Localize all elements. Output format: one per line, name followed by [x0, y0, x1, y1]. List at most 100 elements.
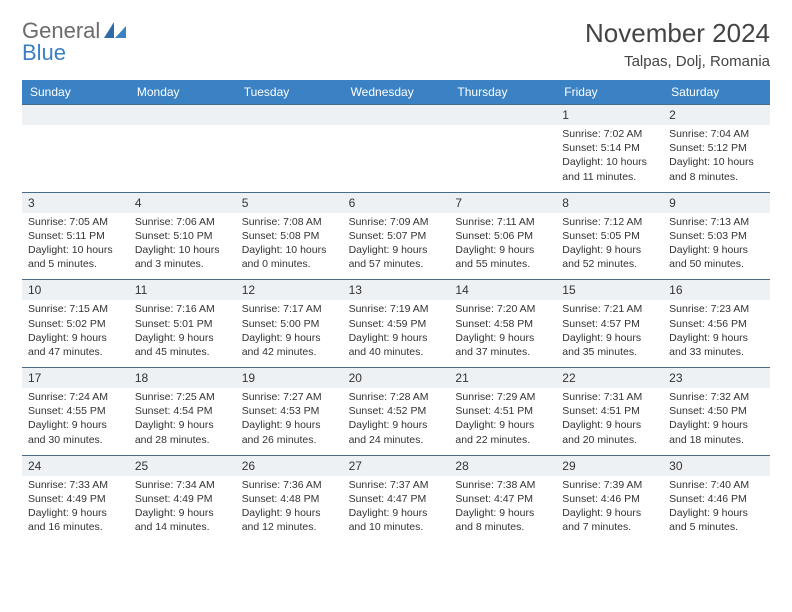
day-header: Wednesday [343, 80, 450, 104]
sunset-text: Sunset: 5:12 PM [669, 141, 764, 155]
logo-sail-icon [104, 22, 126, 38]
day-cell: Sunrise: 7:05 AMSunset: 5:11 PMDaylight:… [22, 213, 129, 280]
day-number: 20 [343, 368, 450, 388]
day-number: 18 [129, 368, 236, 388]
day-number [236, 105, 343, 125]
day-cell: Sunrise: 7:21 AMSunset: 4:57 PMDaylight:… [556, 300, 663, 367]
day-header-row: SundayMondayTuesdayWednesdayThursdayFrid… [22, 80, 770, 104]
sunrise-text: Sunrise: 7:11 AM [455, 215, 550, 229]
daylight-text: Daylight: 10 hours and 5 minutes. [28, 243, 123, 271]
sunset-text: Sunset: 5:08 PM [242, 229, 337, 243]
sunrise-text: Sunrise: 7:24 AM [28, 390, 123, 404]
day-number [343, 105, 450, 125]
day-cell: Sunrise: 7:34 AMSunset: 4:49 PMDaylight:… [129, 476, 236, 543]
sunrise-text: Sunrise: 7:02 AM [562, 127, 657, 141]
day-cell [236, 125, 343, 192]
day-number: 24 [22, 456, 129, 476]
daynum-row: 12 [22, 104, 770, 125]
sunset-text: Sunset: 5:03 PM [669, 229, 764, 243]
sunset-text: Sunset: 5:06 PM [455, 229, 550, 243]
daylight-text: Daylight: 9 hours and 35 minutes. [562, 331, 657, 359]
sunset-text: Sunset: 4:57 PM [562, 317, 657, 331]
sunrise-text: Sunrise: 7:28 AM [349, 390, 444, 404]
day-number: 7 [449, 193, 556, 213]
details-row: Sunrise: 7:24 AMSunset: 4:55 PM Daylight:… [22, 388, 770, 455]
day-cell: Sunrise: 7:39 AMSunset: 4:46 PMDaylight:… [556, 476, 663, 543]
day-cell: Sunrise: 7:31 AMSunset: 4:51 PMDaylight:… [556, 388, 663, 455]
day-cell: Sunrise: 7:04 AMSunset: 5:12 PMDaylight:… [663, 125, 770, 192]
day-header: Sunday [22, 80, 129, 104]
daynum-row: 3456789 [22, 192, 770, 213]
calendar: SundayMondayTuesdayWednesdayThursdayFrid… [22, 80, 770, 542]
sunset-text: Sunset: 5:05 PM [562, 229, 657, 243]
sunrise-text: Sunrise: 7:06 AM [135, 215, 230, 229]
title-block: November 2024 Talpas, Dolj, Romania [585, 18, 770, 70]
day-number: 27 [343, 456, 450, 476]
day-number: 23 [663, 368, 770, 388]
day-cell: Sunrise: 7:15 AMSunset: 5:02 PMDaylight:… [22, 300, 129, 367]
daynum-row: 10111213141516 [22, 279, 770, 300]
day-number: 2 [663, 105, 770, 125]
day-cell: Sunrise: 7:37 AMSunset: 4:47 PMDaylight:… [343, 476, 450, 543]
sunset-text: Sunset: 4:49 PM [135, 492, 230, 506]
sunset-text: Sunset: 4:55 PM [28, 404, 123, 418]
sunset-text: Sunset: 4:52 PM [349, 404, 444, 418]
sunrise-text: Sunrise: 7:32 AM [669, 390, 764, 404]
details-row: Sunrise: 7:05 AMSunset: 5:11 PMDaylight:… [22, 213, 770, 280]
day-cell: Sunrise: 7:20 AMSunset: 4:58 PMDaylight:… [449, 300, 556, 367]
sunset-text: Sunset: 5:07 PM [349, 229, 444, 243]
daylight-text: Daylight: 9 hours and 8 minutes. [455, 506, 550, 534]
daylight-text: Daylight: 9 hours and 33 minutes. [669, 331, 764, 359]
day-number: 1 [556, 105, 663, 125]
day-cell [343, 125, 450, 192]
day-cell: Sunrise: 7:36 AMSunset: 4:48 PMDaylight:… [236, 476, 343, 543]
day-header: Friday [556, 80, 663, 104]
sunset-text: Sunset: 5:14 PM [562, 141, 657, 155]
daylight-text: Daylight: 10 hours and 11 minutes. [562, 155, 657, 183]
sunset-text: Sunset: 4:54 PM [135, 404, 230, 418]
day-number [129, 105, 236, 125]
daynum-row: 17181920212223 [22, 367, 770, 388]
sunset-text: Sunset: 4:46 PM [562, 492, 657, 506]
day-number: 4 [129, 193, 236, 213]
day-cell: Sunrise: 7:02 AMSunset: 5:14 PMDaylight:… [556, 125, 663, 192]
day-number [22, 105, 129, 125]
daylight-text: Daylight: 9 hours and 57 minutes. [349, 243, 444, 271]
sunrise-text: Sunrise: 7:21 AM [562, 302, 657, 316]
day-cell: Sunrise: 7:12 AMSunset: 5:05 PMDaylight:… [556, 213, 663, 280]
sunrise-text: Sunrise: 7:33 AM [28, 478, 123, 492]
daylight-text: Daylight: 9 hours and 42 minutes. [242, 331, 337, 359]
day-cell: Sunrise: 7:16 AMSunset: 5:01 PMDaylight:… [129, 300, 236, 367]
sunset-text: Sunset: 4:48 PM [242, 492, 337, 506]
day-number: 22 [556, 368, 663, 388]
daylight-text: Daylight: 9 hours and 14 minutes. [135, 506, 230, 534]
day-cell: Sunrise: 7:24 AMSunset: 4:55 PMDaylight:… [22, 388, 129, 455]
day-number: 29 [556, 456, 663, 476]
details-row: Sunrise: 7:33 AMSunset: 4:49 PMDaylight:… [22, 476, 770, 543]
day-number: 26 [236, 456, 343, 476]
day-cell: Sunrise: 7:08 AMSunset: 5:08 PMDaylight:… [236, 213, 343, 280]
daylight-text: Daylight: 9 hours and 22 minutes. [455, 418, 550, 446]
day-number: 10 [22, 280, 129, 300]
sunrise-text: Sunrise: 7:34 AM [135, 478, 230, 492]
day-cell [129, 125, 236, 192]
sunrise-text: Sunrise: 7:04 AM [669, 127, 764, 141]
sunrise-text: Sunrise: 7:39 AM [562, 478, 657, 492]
sunrise-text: Sunrise: 7:17 AM [242, 302, 337, 316]
sunset-text: Sunset: 5:11 PM [28, 229, 123, 243]
daylight-text: Daylight: 9 hours and 16 minutes. [28, 506, 123, 534]
daylight-text: Daylight: 10 hours and 8 minutes. [669, 155, 764, 183]
sunrise-text: Sunrise: 7:29 AM [455, 390, 550, 404]
day-number: 13 [343, 280, 450, 300]
sunrise-text: Sunrise: 7:20 AM [455, 302, 550, 316]
day-number: 16 [663, 280, 770, 300]
sunrise-text: Sunrise: 7:16 AM [135, 302, 230, 316]
day-cell [449, 125, 556, 192]
sunrise-text: Sunrise: 7:27 AM [242, 390, 337, 404]
day-number: 14 [449, 280, 556, 300]
sunrise-text: Sunrise: 7:09 AM [349, 215, 444, 229]
day-number: 15 [556, 280, 663, 300]
sunset-text: Sunset: 4:51 PM [562, 404, 657, 418]
daylight-text: Daylight: 9 hours and 20 minutes. [562, 418, 657, 446]
sunset-text: Sunset: 5:10 PM [135, 229, 230, 243]
